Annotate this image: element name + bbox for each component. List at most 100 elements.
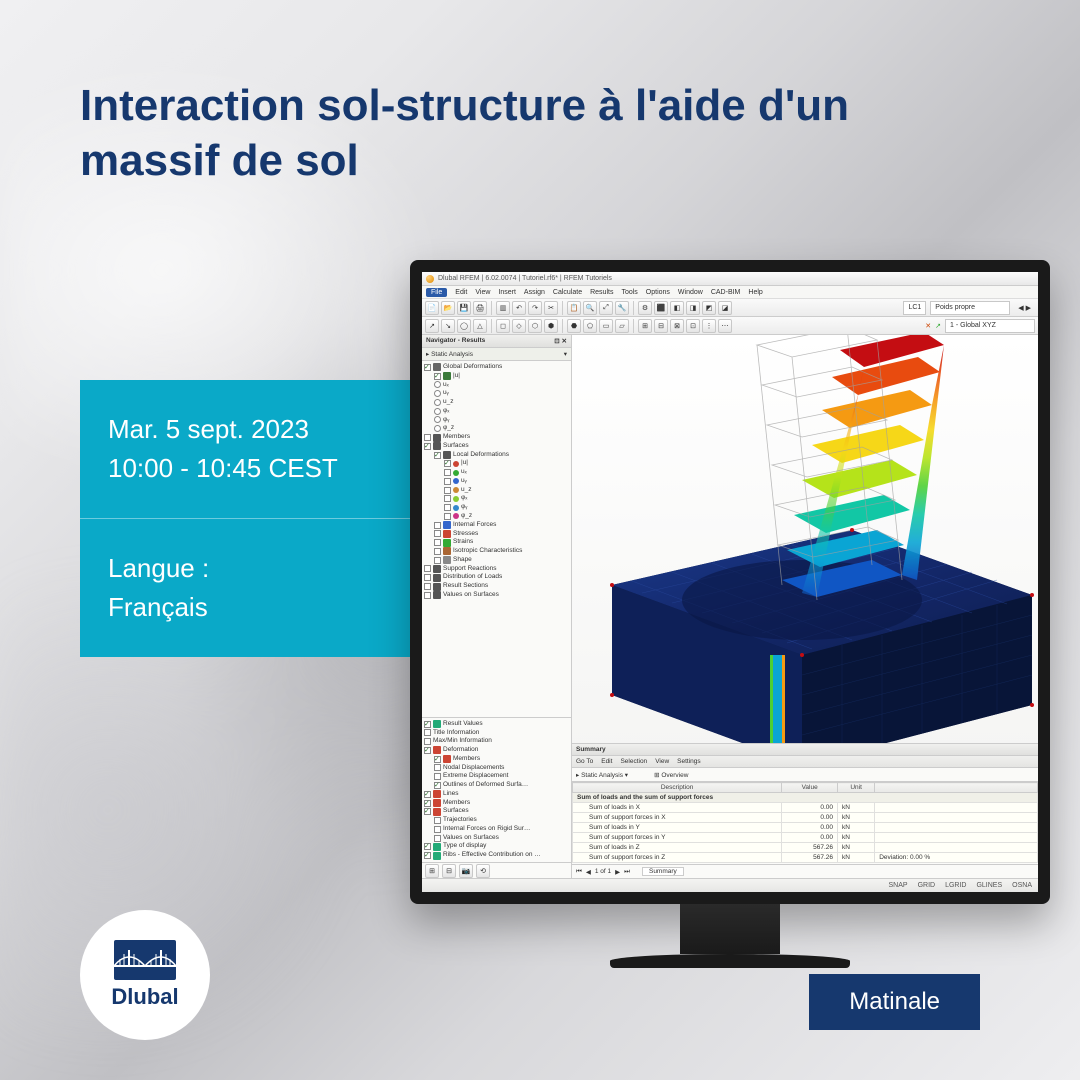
tree-item[interactable]: φₓ [424,407,569,416]
toolbar-button[interactable]: 🖨 [473,301,487,315]
toolbar-button[interactable]: ◪ [718,301,732,315]
tree-item[interactable]: Deformation [424,746,569,755]
tree-item[interactable]: uᵧ [424,389,569,398]
tree-item[interactable]: Values on Surfaces [424,834,569,843]
toolbar-button[interactable]: ◯ [457,319,471,333]
toolbar-button[interactable]: ▱ [615,319,629,333]
tree-item[interactable]: φᵧ [424,503,569,512]
results-tree[interactable]: Global Deformations|u|uₓuᵧu_zφₓφᵧφ_zMemb… [422,361,571,717]
tree-item[interactable]: uᵧ [424,477,569,486]
pager-last-icon[interactable]: ⏭ [624,868,630,876]
summary-pager[interactable]: ⏮ ◀ 1 of 1 ▶ ⏭ Summary [572,864,1038,878]
tree-item[interactable]: Surfaces [424,807,569,816]
toolbar-button[interactable]: ⊞ [638,319,652,333]
status-item[interactable]: GLINES [976,882,1002,889]
tree-item[interactable]: Internal Forces [424,521,569,530]
toolbar-button[interactable]: ⚙ [638,301,652,315]
tree-item[interactable]: Max/Min Information [424,737,569,746]
summary-tab[interactable]: View [655,758,669,765]
toolbar-button[interactable]: ◩ [702,301,716,315]
status-item[interactable]: SNAP [889,882,908,889]
toolbar-button[interactable]: ✂ [544,301,558,315]
toolbar-button[interactable]: ⬣ [567,319,581,333]
nav-tool-button[interactable]: ⟲ [476,864,490,878]
pager-prev-icon[interactable]: ◀ [586,868,591,876]
toolbar-button[interactable]: ⋮ [702,319,716,333]
pager-first-icon[interactable]: ⏮ [576,868,582,876]
toolbar-button[interactable]: 🔧 [615,301,629,315]
tree-item[interactable]: Members [424,799,569,808]
navigator-section[interactable]: ▸ Static Analysis ▾ [422,348,571,361]
toolbar-button[interactable]: ⊟ [654,319,668,333]
toolbar-row-1[interactable]: 📄📂💾🖨▥↶↷✂📋🔍⤢🔧⚙⬛◧◨◩◪LC1Poids propre◀ ▶ [422,299,1038,317]
toolbar-button[interactable]: ⬛ [654,301,668,315]
toolbar-button[interactable]: ↘ [441,319,455,333]
summary-tabs[interactable]: Go To Edit Selection View Settings [572,756,1038,768]
toolbar-button[interactable]: 💾 [457,301,471,315]
tree-item[interactable]: Members [424,433,569,442]
coord-system[interactable]: 1 - Global XYZ [945,319,1035,333]
menu-bar[interactable]: FileEditViewInsertAssignCalculateResults… [422,286,1038,299]
toolbar-button[interactable]: ⊡ [686,319,700,333]
tree-item[interactable]: Members [424,755,569,764]
toolbar-button[interactable]: ▭ [599,319,613,333]
tree-item[interactable]: Type of display [424,842,569,851]
toolbar-button[interactable]: ◨ [686,301,700,315]
tree-item[interactable]: Result Values [424,720,569,729]
toolbar-button[interactable]: 📂 [441,301,455,315]
summary-tab[interactable]: Go To [576,758,593,765]
tree-item[interactable]: Local Deformations [424,451,569,460]
nav-tool-button[interactable]: ⊞ [425,864,439,878]
toolbar-button[interactable]: ⬢ [544,319,558,333]
load-case-code[interactable]: LC1 [903,301,926,315]
tree-item[interactable]: uₓ [424,468,569,477]
tree-item[interactable]: φᵧ [424,416,569,425]
toolbar-row-2[interactable]: ↗↘◯△◻◇⬡⬢⬣⬠▭▱⊞⊟⊠⊡⋮⋯✕↗ 1 - Global XYZ [422,317,1038,335]
pager-next-icon[interactable]: ▶ [615,868,620,876]
tree-item[interactable]: u_z [424,398,569,407]
tree-item[interactable]: φ_z [424,512,569,521]
summary-tab[interactable]: Settings [677,758,701,765]
tree-item[interactable]: uₓ [424,381,569,390]
toolbar-button[interactable]: ↷ [528,301,542,315]
toolbar-button[interactable]: ⬠ [583,319,597,333]
summary-panel[interactable]: Summary Go To Edit Selection View Settings ▸… [572,743,1038,878]
model-viewport[interactable]: Summary Go To Edit Selection View Settings ▸… [572,335,1038,878]
menu-assign[interactable]: Assign [524,289,545,296]
nav-tool-button[interactable]: 📷 [459,864,473,878]
display-tree[interactable]: Result ValuesTitle InformationMax/Min In… [422,717,571,862]
status-item[interactable]: GRID [918,882,936,889]
analysis-select[interactable]: Static Analysis [581,772,623,779]
tree-item[interactable]: Values on Surfaces [424,591,569,600]
menu-tools[interactable]: Tools [621,289,637,296]
tree-item[interactable]: Strains [424,538,569,547]
toolbar-button[interactable]: 🔍 [583,301,597,315]
tree-item[interactable]: φₓ [424,494,569,503]
menu-insert[interactable]: Insert [498,289,516,296]
tree-item[interactable]: u_z [424,486,569,495]
menu-cad-bim[interactable]: CAD-BIM [711,289,741,296]
tree-item[interactable]: Isotropic Characteristics [424,547,569,556]
pager-tab[interactable]: Summary [642,867,684,876]
status-item[interactable]: LGRID [945,882,966,889]
tree-item[interactable]: Surfaces [424,442,569,451]
toolbar-button[interactable]: 📋 [567,301,581,315]
toolbar-button[interactable]: △ [473,319,487,333]
menu-results[interactable]: Results [590,289,613,296]
toolbar-button[interactable]: ↗ [425,319,439,333]
toolbar-button[interactable]: ⬡ [528,319,542,333]
dropdown-icon[interactable]: ▾ [564,350,567,358]
toolbar-button[interactable]: 📄 [425,301,439,315]
load-case-name[interactable]: Poids propre [930,301,1010,315]
summary-tab[interactable]: Selection [620,758,647,765]
toolbar-button[interactable]: ◻ [496,319,510,333]
toolbar-button[interactable]: ⤢ [599,301,613,315]
tree-item[interactable]: Extreme Displacement [424,772,569,781]
tree-item[interactable]: Nodal Displacements [424,764,569,773]
tree-item[interactable]: |u| [424,459,569,468]
tree-item[interactable]: Ribs - Effective Contribution on … [424,851,569,860]
summary-filters[interactable]: ▸ Static Analysis ▾ ⊞ Overview [572,768,1038,782]
toolbar-button[interactable]: ◧ [670,301,684,315]
menu-file[interactable]: File [426,288,447,297]
summary-tab[interactable]: Edit [601,758,612,765]
